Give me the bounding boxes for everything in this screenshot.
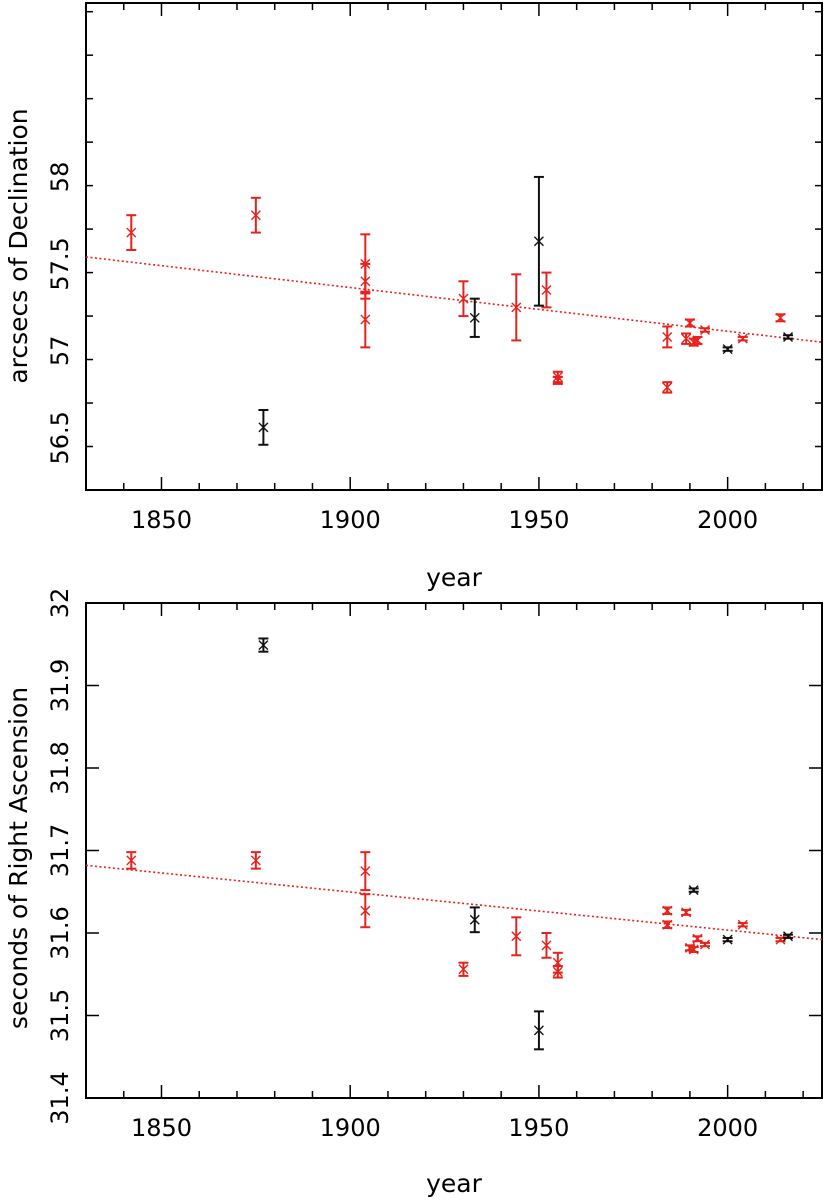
data-point: [458, 280, 469, 318]
data-points: [126, 175, 794, 446]
data-point: [681, 332, 692, 345]
x-tick-label: 2000: [697, 506, 758, 534]
data-point: [737, 919, 748, 930]
data-point: [699, 324, 710, 335]
data-point: [541, 932, 552, 959]
data-point: [662, 325, 673, 349]
data-point: [552, 965, 563, 979]
x-tick-label: 1900: [320, 506, 381, 534]
data-point: [722, 344, 733, 355]
y-axis-title: arcsecs of Declination: [4, 108, 33, 383]
data-point: [258, 408, 269, 446]
y-tick-label: 57: [46, 336, 74, 367]
data-point: [783, 331, 794, 342]
plot-frame: [85, 2, 823, 491]
fit-line: [85, 864, 823, 941]
data-point: [258, 637, 269, 653]
data-point: [360, 851, 371, 892]
data-point: [360, 290, 371, 349]
y-tick-label: 31.5: [46, 989, 74, 1042]
data-point: [783, 931, 794, 942]
data-point: [511, 916, 522, 957]
data-point: [662, 919, 673, 930]
x-tick-label: 1900: [320, 1114, 381, 1142]
data-point: [360, 893, 371, 929]
trend-line: [85, 864, 823, 941]
data-points: [126, 637, 794, 1051]
data-point: [533, 175, 544, 307]
data-point: [250, 196, 261, 234]
data-point: [662, 381, 673, 394]
y-tick-label: 31.7: [46, 824, 74, 877]
y-tick-label: 56.5: [46, 411, 74, 464]
data-point: [126, 214, 137, 251]
y-tick-label: 58: [46, 162, 74, 193]
x-tick-label: 1950: [508, 506, 569, 534]
y-tick-label: 32: [46, 588, 74, 619]
data-point: [469, 906, 480, 934]
data-point: [541, 271, 552, 309]
data-point: [737, 333, 748, 344]
y-tick-label: 31.4: [46, 1071, 74, 1124]
data-point: [126, 851, 137, 870]
data-point: [681, 907, 692, 918]
trend-line: [85, 256, 823, 343]
data-point: [775, 312, 786, 323]
y-tick-label: 31.9: [46, 659, 74, 712]
x-tick-label: 1850: [131, 506, 192, 534]
axis-ticks: 1850 1900 1950 2000 56.5 57 57.5 58: [46, 3, 822, 534]
data-point: [684, 318, 695, 329]
data-point: [511, 273, 522, 342]
x-axis-title: year: [426, 563, 482, 592]
y-axis-title: seconds of Right Ascension: [4, 687, 33, 1029]
data-point: [469, 297, 480, 338]
x-tick-label: 2000: [697, 1114, 758, 1142]
y-tick-label: 31.6: [46, 906, 74, 959]
y-tick-label: 31.8: [46, 741, 74, 794]
data-point: [533, 1010, 544, 1051]
fit-line: [85, 256, 823, 343]
x-tick-label: 1850: [131, 1114, 192, 1142]
x-tick-label: 1950: [508, 1114, 569, 1142]
data-point: [688, 944, 699, 955]
declination-chart: 1850 1900 1950 2000 56.5 57 57.5 58 year arcsec…: [4, 2, 823, 592]
data-point: [699, 939, 710, 950]
data-point: [692, 335, 703, 346]
data-point: [662, 905, 673, 916]
data-point: [552, 375, 563, 386]
data-point: [722, 934, 733, 945]
axis-ticks: 1850 1900 1950 2000 31.4 31.5 31.6 31.7 31.8 31.9…: [46, 588, 822, 1142]
data-point: [688, 885, 699, 896]
right-ascension-chart: 1850 1900 1950 2000 31.4 31.5 31.6 31.7 31.8 31.9…: [4, 588, 823, 1198]
y-tick-label: 57.5: [46, 237, 74, 290]
plot-frame: [85, 602, 823, 1099]
x-axis-title: year: [426, 1169, 482, 1198]
data-point: [458, 961, 469, 977]
data-point: [250, 851, 261, 870]
